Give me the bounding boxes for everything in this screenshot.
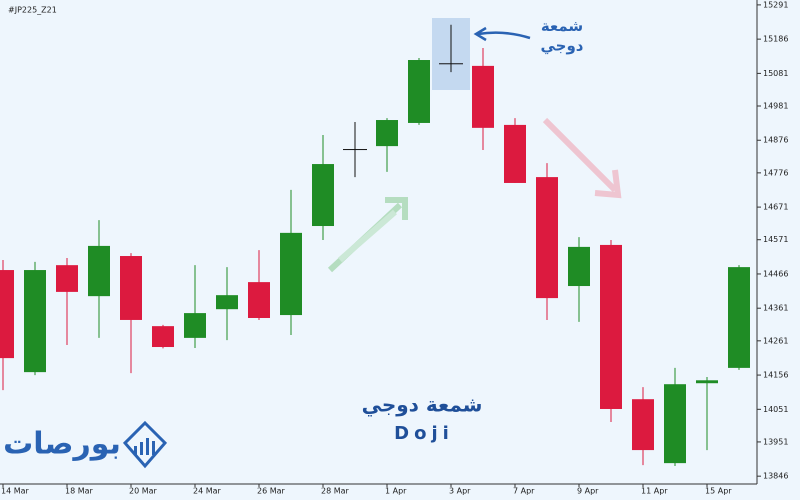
- x-tick-label: 11 Apr: [641, 487, 668, 496]
- candle-body: [152, 326, 174, 348]
- candle-body: [216, 295, 238, 310]
- candle-body: [120, 256, 142, 320]
- y-tick-label: 15291: [763, 0, 788, 9]
- candle-body: [248, 282, 270, 318]
- y-tick-label: 13951: [763, 437, 788, 446]
- y-tick-label: 14981: [763, 101, 788, 110]
- y-tick-label: 14571: [763, 235, 788, 244]
- brand-name: بورصات: [3, 427, 121, 462]
- x-tick-label: 24 Mar: [193, 487, 222, 496]
- x-tick-label: 20 Mar: [129, 487, 158, 496]
- caption-english: Doji: [394, 423, 454, 444]
- candle-body: [696, 380, 718, 384]
- candle-body: [632, 399, 654, 451]
- x-tick-label: 1 Apr: [385, 487, 407, 496]
- candle-body: [312, 164, 334, 227]
- candle-body: [0, 270, 14, 359]
- candle-body: [56, 265, 78, 292]
- y-tick-label: 13846: [763, 472, 788, 481]
- candle-body: [88, 245, 110, 297]
- caption-arabic: شمعة دوجي: [362, 393, 483, 418]
- x-tick-label: 9 Apr: [577, 487, 599, 496]
- y-tick-label: 14261: [763, 336, 788, 345]
- candle-body: [343, 149, 367, 151]
- y-tick-label: 14156: [763, 371, 788, 380]
- candle-body: [472, 65, 494, 128]
- x-tick-label: 26 Mar: [257, 487, 286, 496]
- plot: [0, 24, 750, 467]
- candle-body: [504, 124, 526, 183]
- candle-body: [600, 244, 622, 409]
- y-tick-label: 14361: [763, 304, 788, 313]
- candle-body: [536, 177, 558, 299]
- y-tick-label: 15186: [763, 35, 788, 44]
- y-tick-label: 15081: [763, 69, 788, 78]
- x-tick-label: 7 Apr: [513, 487, 535, 496]
- callout-text: شمعة دوجي: [540, 17, 583, 55]
- candle-body: [184, 313, 206, 338]
- y-tick-label: 14876: [763, 136, 788, 145]
- x-tick-label: 18 Mar: [65, 487, 94, 496]
- candle-body: [408, 60, 430, 123]
- callout-arrow: [473, 26, 531, 42]
- candle-body: [664, 384, 686, 464]
- y-tick-label: 14776: [763, 168, 788, 177]
- x-tick-label: 14 Mar: [1, 487, 30, 496]
- candle-body: [568, 246, 590, 287]
- candle-body: [376, 120, 398, 147]
- candle-body: [439, 63, 463, 65]
- candle-body: [280, 232, 302, 316]
- logo-icon: [122, 420, 168, 469]
- candle-body: [24, 270, 46, 373]
- candle-body: [728, 267, 750, 368]
- x-tick-label: 3 Apr: [449, 487, 471, 496]
- symbol-label: #JP225_Z21: [8, 6, 57, 15]
- decor-arrows: [327, 117, 622, 273]
- y-tick-label: 14466: [763, 269, 788, 278]
- x-tick-label: 28 Mar: [321, 487, 350, 496]
- y-tick-label: 14051: [763, 405, 788, 414]
- y-tick-label: 14671: [763, 203, 788, 212]
- x-tick-label: 15 Apr: [705, 487, 732, 496]
